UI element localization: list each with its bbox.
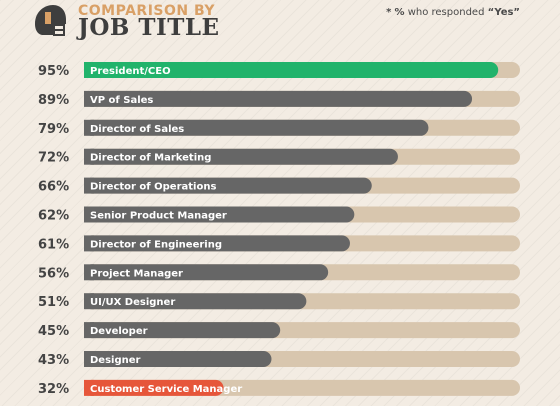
value-label: 79%	[38, 122, 69, 137]
value-label: 43%	[38, 353, 69, 368]
bar-left-edge	[84, 293, 94, 310]
category-label: Director of Sales	[90, 124, 184, 135]
bar-row: 43% Designer	[38, 351, 520, 368]
bar-row: 95% President/CEO	[38, 62, 520, 79]
bar-row: 56% Project Manager	[38, 264, 520, 281]
bar	[84, 119, 429, 136]
value-label: 72%	[38, 151, 69, 166]
bar	[84, 90, 473, 107]
value-label: 66%	[38, 180, 69, 195]
chart-subtitle: COMPARISON BY	[78, 3, 216, 19]
category-label: Customer Service Manager	[90, 384, 242, 395]
category-label: Designer	[90, 355, 141, 366]
bar-row: 32% Customer Service Manager	[38, 379, 520, 397]
bar-row: 72% Director of Marketing	[38, 148, 520, 166]
bar	[84, 379, 224, 396]
value-label: 89%	[38, 93, 69, 108]
note-percent: %	[394, 7, 405, 18]
bar	[84, 293, 307, 310]
value-label: 61%	[38, 237, 69, 252]
bar-left-edge	[84, 62, 94, 78]
football-helmet-icon	[35, 5, 66, 36]
value-label: 45%	[38, 324, 69, 339]
category-label: Director of Engineering	[90, 239, 222, 250]
bar-row: 51% UI/UX Designer	[38, 293, 520, 310]
value-label: 32%	[38, 382, 69, 397]
bar-row: 66% Director of Operations	[38, 177, 520, 195]
bar	[84, 322, 281, 339]
bar-left-edge	[84, 235, 94, 252]
bar-row: 61% Director of Engineering	[38, 235, 520, 252]
category-label: Director of Marketing	[90, 153, 211, 164]
bar-row: 45% Developer	[38, 322, 520, 339]
category-label: VP of Sales	[90, 95, 153, 106]
note-text: who responded	[407, 7, 485, 18]
bar-row: 62% Senior Product Manager	[38, 206, 520, 224]
chart-header: COMPARISON BY JOB TITLE * % who responde…	[0, 0, 560, 50]
value-label: 56%	[38, 266, 69, 281]
bar-left-edge	[84, 90, 94, 107]
value-label: 95%	[38, 64, 69, 79]
chart-title: JOB TITLE	[78, 14, 220, 41]
bar	[84, 264, 329, 281]
bar	[84, 235, 350, 252]
bar-row: 89% VP of Sales	[38, 90, 520, 108]
legend-note: * % who responded “Yes”	[386, 7, 520, 18]
value-label: 51%	[38, 295, 69, 310]
category-label: Project Manager	[90, 268, 183, 279]
bar-left-edge	[84, 264, 94, 281]
bar	[84, 177, 372, 194]
category-label: Developer	[90, 326, 148, 337]
bar-left-edge	[84, 351, 94, 367]
note-asterisk: *	[386, 7, 392, 18]
bar-left-edge	[84, 206, 94, 223]
bar-left-edge	[84, 322, 94, 339]
value-label: 62%	[38, 209, 69, 224]
bar-left-edge	[84, 177, 94, 194]
bar	[84, 351, 272, 367]
bar-left-edge	[84, 148, 94, 165]
bar	[84, 148, 398, 165]
category-label: Senior Product Manager	[90, 211, 227, 222]
bar-row: 79% Director of Sales	[38, 119, 520, 137]
note-yes: “Yes”	[487, 7, 520, 18]
bar	[84, 206, 355, 223]
bar-left-edge	[84, 379, 94, 396]
category-label: Director of Operations	[90, 182, 216, 193]
category-label: President/CEO	[90, 66, 171, 77]
bar	[84, 62, 499, 78]
bar-left-edge	[84, 119, 94, 136]
category-label: UI/UX Designer	[90, 297, 175, 308]
